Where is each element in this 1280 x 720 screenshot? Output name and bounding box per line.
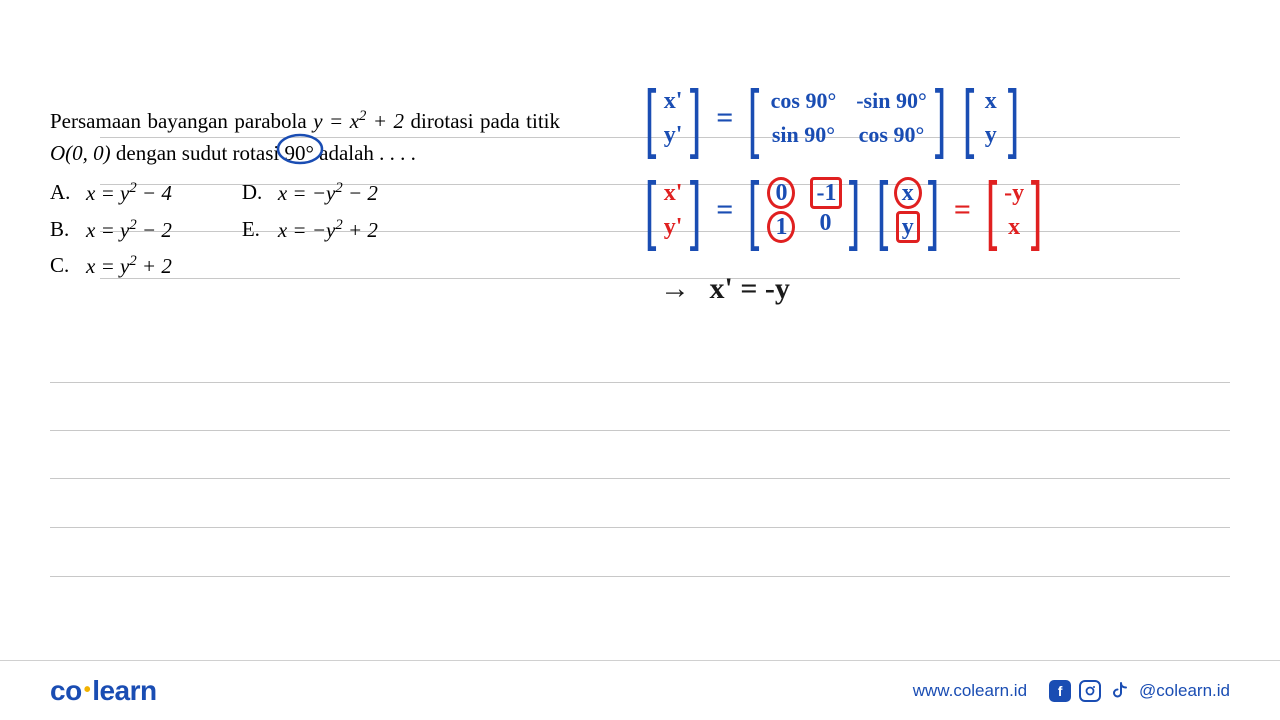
question-text: Persamaan bayangan parabola y = x2 + 2 d… (50, 105, 560, 169)
equals-sign: = (712, 193, 737, 227)
logo-dot: • (82, 679, 93, 701)
rule-line (50, 382, 1230, 383)
q-origin: O(0, 0) (50, 141, 111, 165)
q-eq-main: y = x2 + 2 (313, 109, 404, 133)
content-area: Persamaan bayangan parabola y = x2 + 2 d… (50, 30, 1230, 630)
vector-xy: [ x y ] (958, 80, 1024, 156)
answer-e: E. x = −y2 + 2 (242, 214, 378, 247)
answer-d: D. x = −y2 − 2 (242, 177, 378, 210)
question-block: Persamaan bayangan parabola y = x2 + 2 d… (50, 105, 560, 283)
highlighted-angle: 90° (284, 138, 313, 170)
rule-line (50, 576, 1230, 577)
rotation-matrix-symbolic: [ cos 90° -sin 90° sin 90° cos 90° ] (743, 80, 951, 156)
answer-text: x = −y2 − 2 (278, 177, 378, 210)
rotation-matrix-numeric: [ 0 -1 1 0 ] (743, 172, 865, 248)
answer-col-right: D. x = −y2 − 2 E. x = −y2 + 2 (242, 177, 378, 283)
footer-handle[interactable]: @colearn.id (1139, 681, 1230, 701)
hw-row-1: [ x' y' ] = [ cos 90° -sin 90° sin 90° (640, 80, 1024, 156)
answer-text: x = y2 − 4 (86, 177, 172, 210)
answer-letter: B. (50, 214, 70, 247)
rule-line (50, 527, 1230, 528)
answer-letter: E. (242, 214, 262, 247)
social-icons: f @colearn.id (1049, 680, 1230, 702)
answer-letter: A. (50, 177, 70, 210)
answer-text: x = −y2 + 2 (278, 214, 378, 247)
hw-row-2: [ x' y' ] = [ 0 -1 1 0 (640, 172, 1047, 248)
answer-text: x = y2 − 2 (86, 214, 172, 247)
vector-xy-prime: [ x' y' ] (640, 80, 706, 156)
logo-co: co (50, 675, 82, 706)
equals-sign: = (950, 193, 975, 227)
q-suffix-3: adalah . . . . (314, 141, 416, 165)
rule-line (50, 478, 1230, 479)
instagram-icon[interactable] (1079, 680, 1101, 702)
answer-letter: D. (242, 177, 262, 210)
logo-learn: learn (92, 675, 156, 706)
answer-col-left: A. x = y2 − 4 B. x = y2 − 2 C. x = y2 + … (50, 177, 172, 283)
q-suffix-2: dengan sudut rotasi (111, 141, 280, 165)
result-vector: [ -y x ] (981, 172, 1047, 248)
answer-b: B. x = y2 − 2 (50, 214, 172, 247)
q-prefix-2: dirotasi pada titik (411, 109, 560, 133)
vector-xy-prime-2: [ x' y' ] (640, 172, 706, 248)
footer-right: www.colearn.id f @colearn.id (913, 680, 1230, 702)
equals-sign: = (712, 101, 737, 135)
handwritten-work: [ x' y' ] = [ cos 90° -sin 90° sin 90° (640, 80, 1280, 380)
footer-url[interactable]: www.colearn.id (913, 681, 1027, 701)
hw-row-3: → x' = -y (660, 272, 790, 306)
vector-xy-2: [ x y ] (872, 172, 944, 248)
q-prefix-1: Persamaan bayangan parabola (50, 109, 313, 133)
facebook-icon[interactable]: f (1049, 680, 1071, 702)
answer-letter: C. (50, 250, 70, 283)
derived-eq: x' = -y (710, 272, 790, 305)
arrow-icon: → (660, 272, 690, 305)
rule-line (50, 430, 1230, 431)
answer-c: C. x = y2 + 2 (50, 250, 172, 283)
answer-text: x = y2 + 2 (86, 250, 172, 283)
answer-a: A. x = y2 − 4 (50, 177, 172, 210)
footer: co•learn www.colearn.id f @colearn.id (0, 660, 1280, 720)
logo: co•learn (50, 675, 157, 707)
tiktok-icon[interactable] (1109, 680, 1131, 702)
answer-options: A. x = y2 − 4 B. x = y2 − 2 C. x = y2 + … (50, 177, 560, 283)
